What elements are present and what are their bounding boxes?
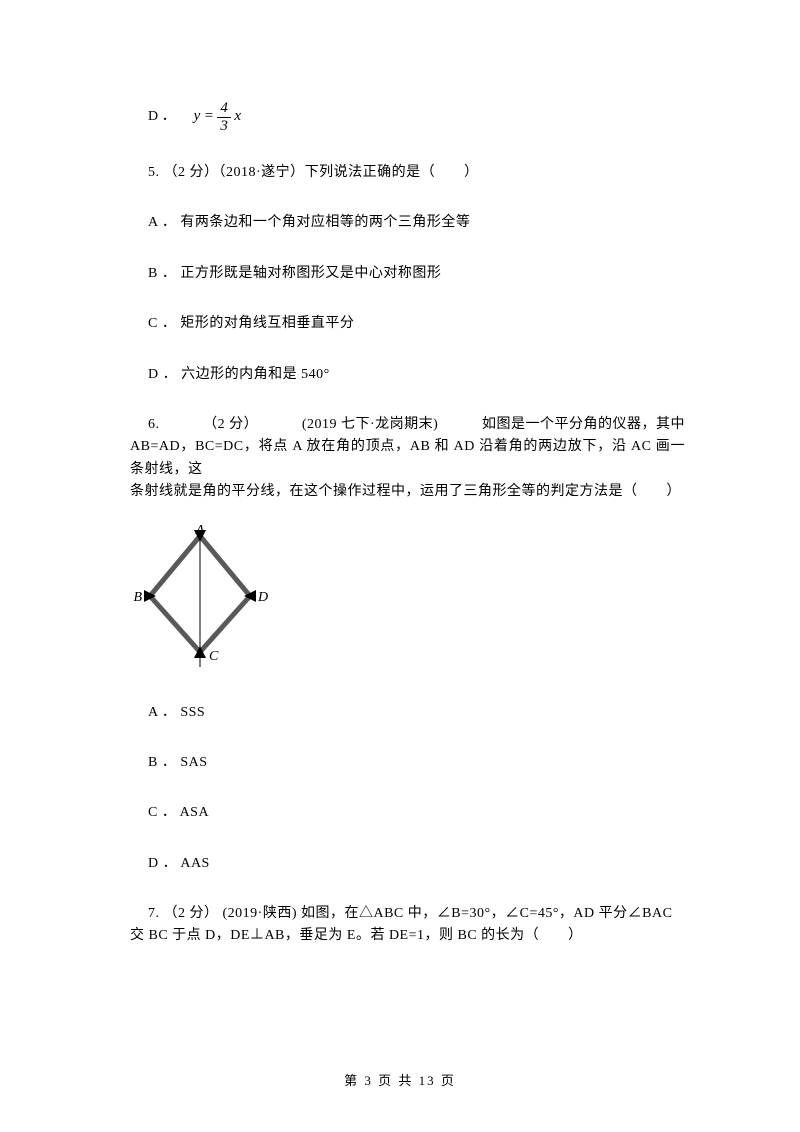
q5-option-d: D ． 六边形的内角和是 540°	[130, 364, 685, 386]
question-6: 6. （2 分） (2019 七下·龙岗期末) 如图是一个平分角的仪器，其中 A…	[130, 414, 685, 504]
question-5: 5. （2 分）（2018·遂宁）下列说法正确的是（ ）	[130, 162, 685, 184]
option-d-label: D ．	[148, 106, 176, 128]
q7-line2: 交 BC 于点 D，DE⊥AB，垂足为 E。若 DE=1，则 BC 的长为（ ）	[130, 925, 685, 947]
svg-text:A: A	[195, 524, 205, 538]
svg-text:B: B	[133, 590, 142, 605]
q6-option-b: B ． SAS	[130, 752, 685, 774]
q6-line3: 条射线就是角的平分线，在这个操作过程中，运用了三角形全等的判定方法是（ ）	[130, 481, 685, 503]
q5-option-b: B ． 正方形既是轴对称图形又是中心对称图形	[130, 263, 685, 285]
page-footer: 第 3 页 共 13 页	[0, 1071, 800, 1092]
rhombus-diagram: A B C D	[130, 524, 685, 674]
fraction: 4 3	[217, 100, 231, 134]
svg-text:D: D	[257, 590, 268, 605]
question-7: 7. （2 分） (2019·陕西) 如图，在△ABC 中，∠B=30°，∠C=…	[130, 903, 685, 948]
q6-option-d: D ． AAS	[130, 853, 685, 875]
q7-line1: 7. （2 分） (2019·陕西) 如图，在△ABC 中，∠B=30°，∠C=…	[130, 903, 685, 925]
formula: y = 4 3 x	[194, 100, 241, 134]
q5-option-c: C ． 矩形的对角线互相垂直平分	[130, 313, 685, 335]
q6-option-a: A ． SSS	[130, 702, 685, 724]
q6-line1: 6. （2 分） (2019 七下·龙岗期末) 如图是一个平分角的仪器，其中	[130, 414, 685, 436]
q6-line2: AB=AD，BC=DC，将点 A 放在角的顶点，AB 和 AD 沿着角的两边放下…	[130, 436, 685, 481]
svg-text:C: C	[209, 649, 219, 664]
q6-option-c: C ． ASA	[130, 802, 685, 824]
option-d-formula: D ． y = 4 3 x	[130, 100, 685, 134]
q5-option-a: A ． 有两条边和一个角对应相等的两个三角形全等	[130, 212, 685, 234]
